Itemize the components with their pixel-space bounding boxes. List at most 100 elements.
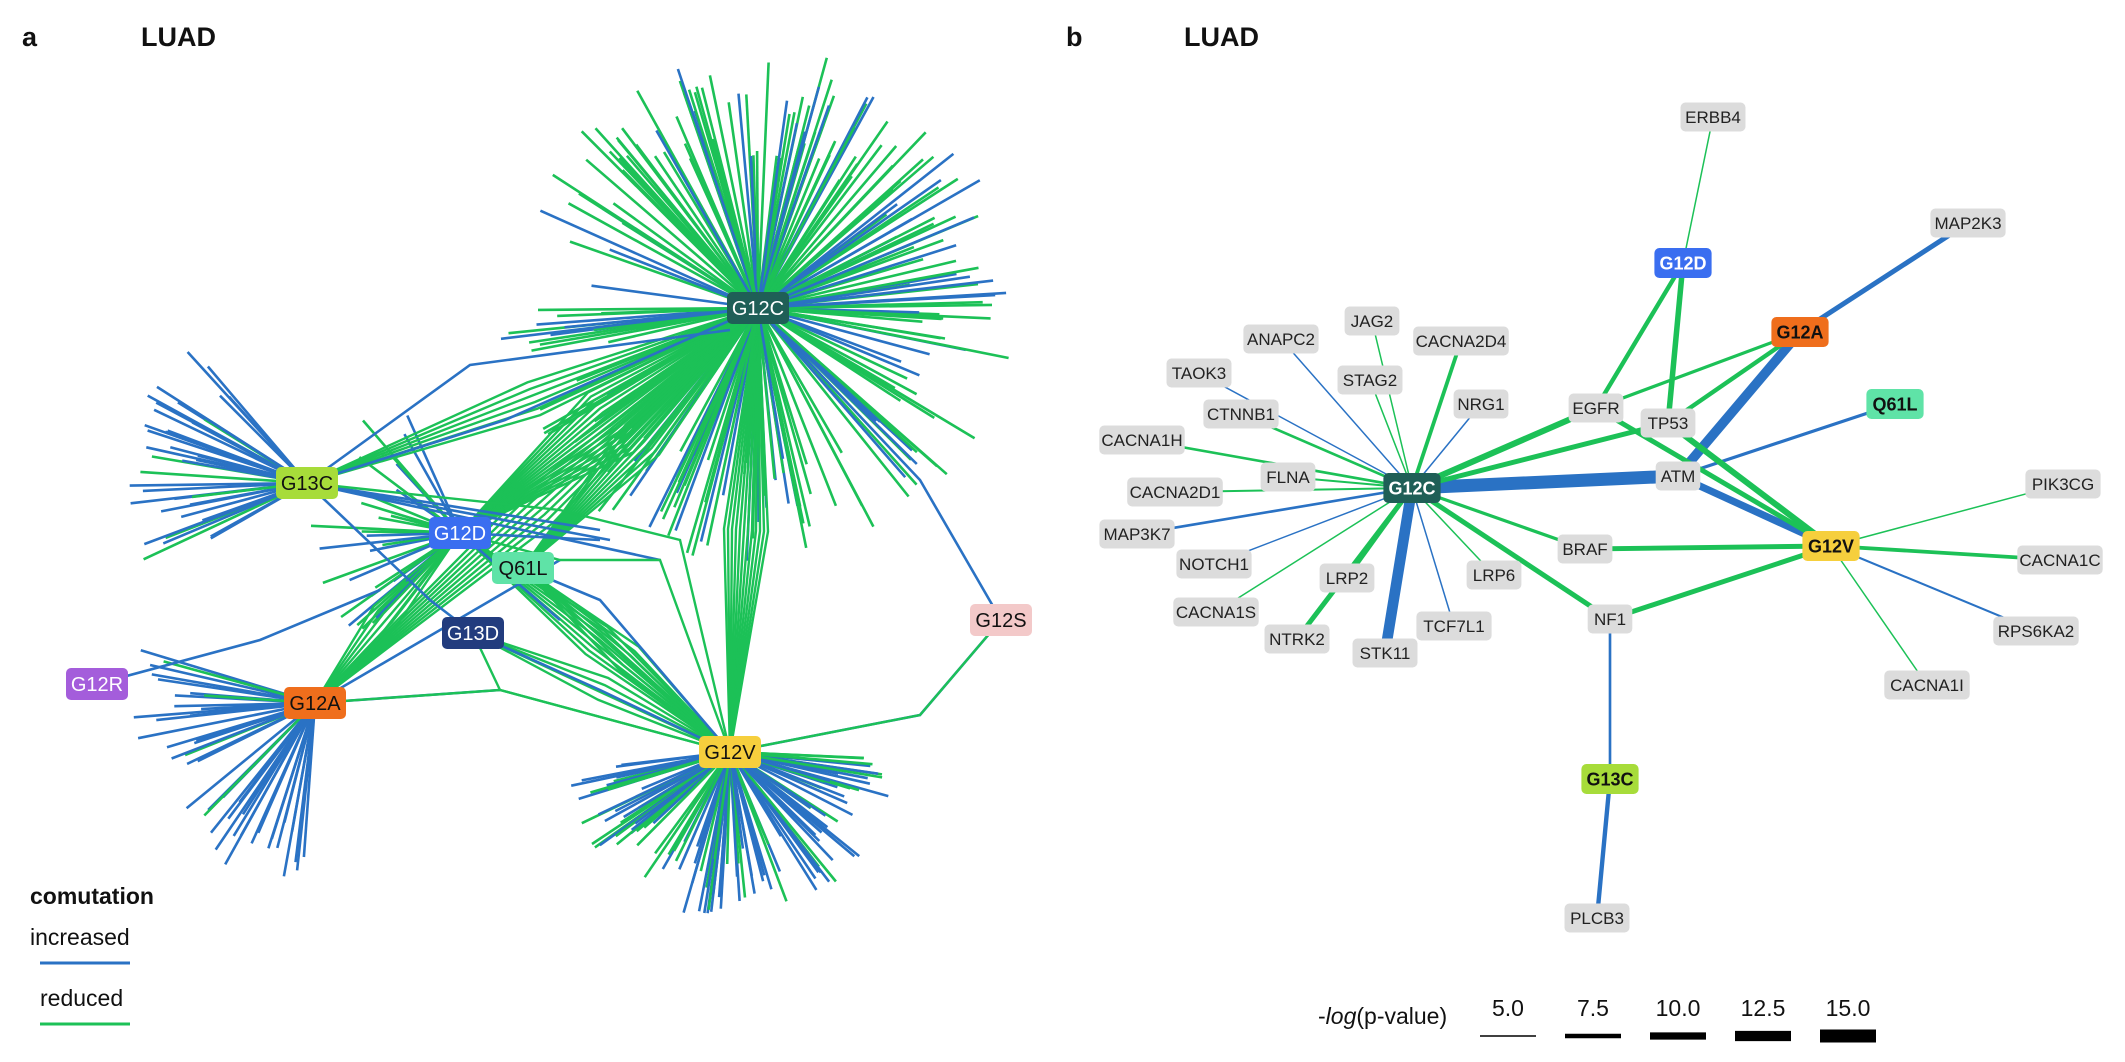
- svg-text:MAP2K3: MAP2K3: [1934, 214, 2001, 233]
- node-g12s: G12S: [970, 604, 1032, 636]
- legend-increased-label: increased: [30, 924, 130, 950]
- connector-edge: [472, 631, 731, 754]
- bundle-edge: [314, 307, 759, 704]
- connector-edge: [729, 619, 1002, 754]
- connector-edge: [306, 306, 759, 485]
- leaf-edge: [755, 150, 760, 309]
- bundle-edge: [522, 567, 731, 753]
- svg-text:TP53: TP53: [1648, 414, 1689, 433]
- bundle-edge: [522, 307, 759, 569]
- pvalue-tick-label: 10.0: [1656, 995, 1701, 1021]
- svg-text:PIK3CG: PIK3CG: [2032, 475, 2094, 494]
- edge-g12d-egfr: [1594, 261, 1685, 410]
- leaf-edge: [643, 751, 732, 878]
- svg-text:LRP2: LRP2: [1326, 569, 1369, 588]
- bundle-edge: [459, 306, 759, 534]
- svg-text:G13C: G13C: [1586, 770, 1633, 790]
- edge-g12c-cacna1s: [1215, 487, 1413, 613]
- edge-g12c-atm: [1411, 469, 1679, 495]
- edge-g12c-egfr: [1410, 405, 1598, 491]
- bundle-edge: [728, 307, 760, 753]
- bundle-edge: [306, 306, 759, 485]
- leaf-edge: [756, 307, 838, 507]
- svg-text:CACNA1I: CACNA1I: [1890, 676, 1964, 695]
- edge-g13c-plcb3: [1594, 778, 1613, 919]
- leaf-edge: [756, 100, 789, 309]
- gene-node-erbb4: ERBB4: [1680, 102, 1746, 132]
- panel-a-edges: [96, 57, 1009, 914]
- connector-edge: [471, 632, 731, 754]
- gene-node-tp53: TP53: [1640, 408, 1696, 438]
- edge-g12v-tp53: [1666, 420, 1833, 549]
- svg-text:G12D: G12D: [1659, 254, 1706, 274]
- svg-text:STK11: STK11: [1360, 644, 1411, 663]
- leaf-edge: [729, 751, 856, 858]
- leaf-edge: [757, 179, 942, 310]
- node-g12a: G12A: [284, 687, 346, 719]
- leaf-edge: [674, 751, 732, 862]
- gene-node-ctnnb1: CTNNB1: [1203, 399, 1279, 429]
- gene-node-nf1: NF1: [1587, 604, 1633, 634]
- edge-g12a-tp53: [1666, 330, 1802, 425]
- leaf-edge: [756, 131, 807, 309]
- edge-g12a-egfr: [1595, 330, 1801, 410]
- leaf-edge: [757, 307, 948, 476]
- edge-g12c-stk11: [1379, 487, 1418, 654]
- bundle-edge: [728, 307, 760, 753]
- bundle-edge: [472, 631, 731, 754]
- leaf-edge: [621, 169, 759, 309]
- leaf-edge: [227, 702, 317, 820]
- leaf-edge: [720, 751, 732, 866]
- leaf-edge: [728, 751, 817, 880]
- svg-text:G13C: G13C: [281, 473, 333, 495]
- leaf-edge: [756, 158, 821, 309]
- svg-text:ERBB4: ERBB4: [1685, 108, 1741, 127]
- leaf-edge: [757, 177, 959, 310]
- bundle-edge: [522, 307, 759, 569]
- gene-node-cacna1s: CACNA1S: [1173, 597, 1259, 627]
- leaf-edge: [676, 68, 760, 309]
- svg-text:G12A: G12A: [1776, 323, 1823, 343]
- edge-g12c-braf: [1411, 486, 1586, 551]
- leaf-edge: [267, 702, 317, 849]
- bundle-edge: [314, 532, 461, 704]
- leaf-edge: [673, 307, 760, 508]
- bundle-edge: [314, 532, 461, 704]
- svg-text:TCF7L1: TCF7L1: [1423, 617, 1484, 636]
- edge-g12c-anapc2: [1280, 338, 1413, 489]
- svg-text:STAG2: STAG2: [1343, 371, 1397, 390]
- bundle-edge: [722, 307, 760, 753]
- connector-edge: [96, 588, 381, 686]
- panel-b-label: b: [1066, 22, 1083, 52]
- leaf-edge: [585, 158, 759, 309]
- bundle-edge: [726, 307, 760, 753]
- svg-text:LRP6: LRP6: [1473, 566, 1516, 585]
- svg-text:G12D: G12D: [434, 523, 486, 545]
- bundle-edge: [728, 307, 760, 753]
- node-g12v: G12V: [699, 736, 761, 768]
- svg-text:G12V: G12V: [704, 742, 756, 764]
- leaf-edge: [276, 702, 317, 849]
- svg-text:CACNA2D1: CACNA2D1: [1130, 483, 1221, 502]
- edge-g12a-map2k3: [1798, 220, 1970, 335]
- svg-text:NRG1: NRG1: [1457, 395, 1504, 414]
- leaf-edge: [757, 259, 957, 310]
- connector-edge: [306, 481, 732, 753]
- leaf-edge: [578, 192, 759, 310]
- leaf-edge: [706, 307, 760, 546]
- leaf-edge: [537, 306, 759, 312]
- node-g12d: G12D: [429, 517, 491, 549]
- connector-edge: [757, 307, 1003, 621]
- gene-node-stk11: STK11: [1352, 638, 1418, 668]
- svg-text:RPS6KA2: RPS6KA2: [1998, 622, 2075, 641]
- bundle-edge: [314, 532, 461, 704]
- bundle-edge: [728, 307, 762, 753]
- svg-text:PLCB3: PLCB3: [1570, 909, 1624, 928]
- connector-edge: [306, 328, 731, 485]
- svg-text:NTRK2: NTRK2: [1269, 630, 1325, 649]
- bundle-edge: [314, 532, 461, 704]
- leaf-edge: [757, 307, 918, 465]
- leaf-edge: [250, 702, 317, 844]
- edge-g12c-taok3: [1198, 372, 1413, 489]
